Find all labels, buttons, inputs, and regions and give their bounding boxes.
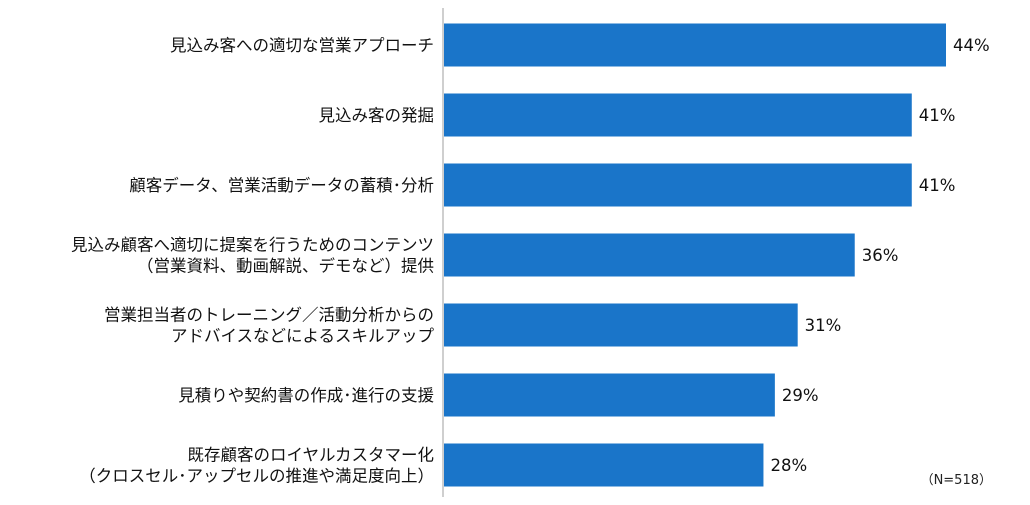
bar-7 [444, 443, 764, 487]
bar-5 [444, 303, 798, 347]
bar-4 [444, 233, 855, 277]
value-label-2: 41% [919, 106, 956, 125]
value-label-4: 36% [862, 246, 899, 265]
bar-6 [444, 373, 775, 417]
bar-3 [444, 163, 912, 207]
category-label-4-line-1: 見込み顧客へ適切に提案を行うためのコンテンツ [71, 236, 434, 255]
value-label-7: 28% [770, 456, 807, 475]
category-label-7-line-2: （クロスセル･アップセルの推進や満足度向上） [79, 467, 434, 486]
category-label-5-line-1: 営業担当者のトレーニング／活動分析からの [104, 306, 434, 325]
category-label-7-line-1: 既存顧客のロイヤルカスタマー化 [187, 446, 434, 465]
category-label-3: 顧客データ、営業活動データの蓄積･分析 [129, 175, 434, 195]
bars-layer [444, 23, 946, 487]
value-label-5: 31% [805, 316, 842, 335]
category-label-4-line-2: （営業資料、動画解説、デモなど）提供 [137, 256, 434, 276]
category-label-6: 見積りや契約書の作成･進行の支援 [178, 386, 434, 405]
category-label-5-line-2: アドバイスなどによるスキルアップ [171, 327, 435, 346]
bar-1 [444, 23, 946, 67]
value-label-1: 44% [953, 36, 990, 55]
value-label-3: 41% [919, 176, 956, 195]
labels-layer: 44% 見込み客への適切な営業アプローチ 41% 見込み客の発掘 41% 顧客データ、営業… [71, 36, 990, 486]
bar-2 [444, 93, 912, 137]
category-label-2: 見込み客の発掘 [319, 106, 435, 125]
value-label-6: 29% [782, 386, 819, 405]
category-label-1: 見込み客への適切な営業アプローチ [170, 36, 434, 55]
sample-size-note: （N=518） [920, 473, 992, 488]
